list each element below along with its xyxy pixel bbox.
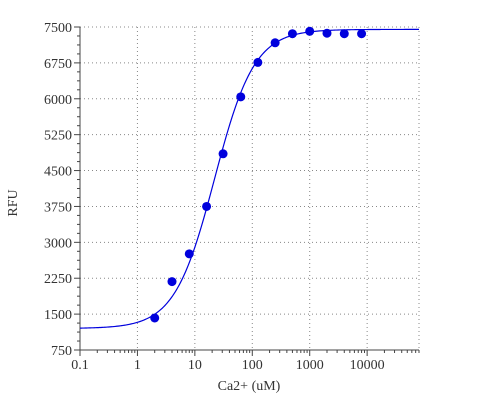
grid — [79, 26, 420, 351]
y-tick-label: 7500 — [44, 21, 72, 36]
y-tick-label: 5250 — [44, 129, 72, 144]
y-tick-label: 3750 — [44, 200, 72, 215]
data-points — [150, 26, 367, 323]
data-point — [322, 28, 332, 38]
data-point — [184, 249, 194, 259]
x-tick-label: 1000 — [296, 358, 324, 373]
data-point — [167, 277, 177, 287]
data-point — [150, 313, 160, 323]
y-tick-label: 6750 — [44, 57, 72, 72]
fit-curve-layer — [79, 28, 419, 329]
y-tick-label: 6000 — [44, 93, 72, 108]
data-point — [305, 26, 315, 36]
fit-curve — [79, 28, 419, 329]
data-point — [218, 149, 228, 159]
data-point — [253, 57, 263, 67]
x-tick-label: 10000 — [350, 358, 385, 373]
x-tick-label: 10 — [188, 358, 202, 373]
data-point — [357, 29, 367, 39]
data-point — [202, 201, 212, 211]
y-tick-label: 750 — [51, 344, 72, 359]
y-axis-label: RFU — [6, 189, 21, 216]
y-tick-label: 3000 — [44, 236, 72, 251]
x-tick-label: 1 — [134, 358, 141, 373]
y-tick-label: 2250 — [44, 272, 72, 287]
y-tick-label: 4500 — [44, 165, 72, 180]
data-point — [236, 92, 246, 102]
x-axis-label: Ca2+ (uM) — [218, 379, 281, 394]
y-tick-label: 1500 — [44, 308, 72, 323]
axes: 0.1 1 10 100 1000 10000 750 1500 2250 3000 3750 450… — [44, 21, 420, 373]
data-point — [287, 29, 297, 39]
x-tick-label: 100 — [242, 358, 263, 373]
data-point — [339, 29, 349, 39]
data-point — [270, 38, 280, 48]
x-tick-label: 0.1 — [71, 358, 89, 373]
